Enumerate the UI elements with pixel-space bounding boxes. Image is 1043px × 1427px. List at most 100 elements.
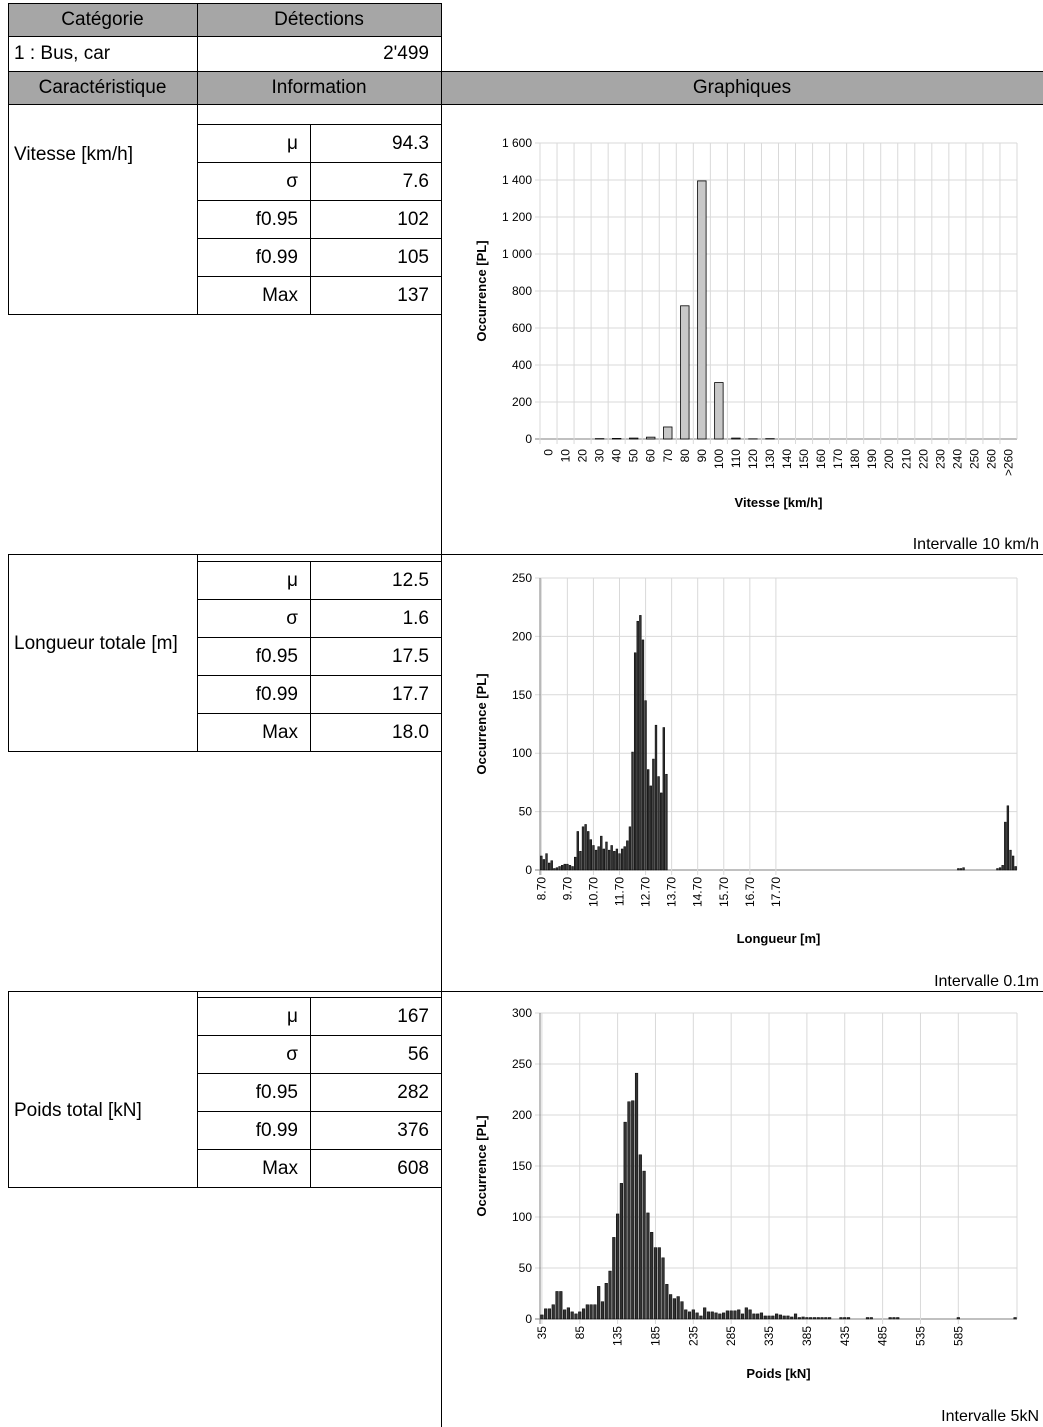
bar xyxy=(737,1309,741,1320)
grid-line xyxy=(197,1187,441,1188)
x-tick-label: 13.70 xyxy=(665,877,679,907)
y-tick-label: 1 200 xyxy=(502,210,532,224)
bar xyxy=(642,1170,646,1320)
grid-line xyxy=(197,751,441,752)
bar xyxy=(547,1308,552,1320)
bar xyxy=(786,1315,790,1320)
section-speed-label: Vitesse [km/h] xyxy=(14,143,133,165)
bar xyxy=(1013,1317,1017,1320)
x-tick-label: 335 xyxy=(762,1326,776,1346)
x-tick-label: 535 xyxy=(913,1326,927,1346)
bar xyxy=(672,1298,676,1320)
bar xyxy=(587,831,590,871)
bar xyxy=(957,868,960,871)
y-tick-label: 150 xyxy=(512,1159,532,1173)
x-tick-label: 10 xyxy=(559,449,573,463)
stat-label: f0.99 xyxy=(255,246,298,268)
bar xyxy=(559,1291,563,1320)
grid-line xyxy=(197,991,198,1187)
grid-line xyxy=(197,1149,441,1150)
y-tick-label: 300 xyxy=(512,1006,532,1020)
bar xyxy=(816,1317,820,1320)
bar xyxy=(571,866,574,871)
x-tick-label: 10.70 xyxy=(586,877,600,907)
stat-label: σ xyxy=(286,170,298,192)
bar xyxy=(824,1317,828,1320)
grid-line xyxy=(310,997,311,1187)
bar xyxy=(612,1237,616,1320)
bar xyxy=(641,639,645,871)
bar xyxy=(782,1315,786,1320)
bar xyxy=(634,1072,639,1320)
bar xyxy=(809,1317,813,1320)
stat-value: 105 xyxy=(397,246,429,268)
bar xyxy=(600,835,603,871)
bar xyxy=(578,1311,582,1320)
bar xyxy=(602,848,606,871)
bar xyxy=(759,1312,764,1320)
y-tick-label: 200 xyxy=(512,395,532,409)
grid-line xyxy=(8,554,9,751)
stat-value: 12.5 xyxy=(392,569,429,591)
bar xyxy=(676,1296,680,1320)
bar xyxy=(820,1317,824,1320)
bar xyxy=(680,305,690,440)
stat-label: f0.95 xyxy=(255,645,298,667)
bar xyxy=(646,436,656,440)
bar xyxy=(576,831,579,871)
bar xyxy=(615,848,619,871)
bar xyxy=(610,845,613,871)
x-tick-label: 50 xyxy=(627,449,641,463)
x-tick-label: 14.70 xyxy=(691,877,705,907)
bar xyxy=(647,769,650,871)
bar xyxy=(669,1294,673,1320)
x-tick-label: 135 xyxy=(611,1326,625,1346)
bar xyxy=(710,1311,714,1320)
bar xyxy=(892,1317,896,1320)
y-tick-label: 0 xyxy=(525,863,532,877)
bar xyxy=(542,859,546,871)
bar xyxy=(959,868,963,871)
bar xyxy=(555,1291,559,1320)
grid-line xyxy=(197,599,441,600)
stat-value: 608 xyxy=(397,1157,429,1179)
grid-line xyxy=(8,36,441,37)
x-tick-label: 220 xyxy=(916,449,930,469)
grid-line xyxy=(197,1035,441,1036)
grid-line xyxy=(310,124,311,314)
grid-line xyxy=(197,554,198,751)
bar xyxy=(626,840,629,871)
x-tick-label: 240 xyxy=(950,449,964,469)
x-tick-label: 235 xyxy=(686,1326,700,1346)
x-tick-label: 130 xyxy=(763,449,777,469)
stat-value: 102 xyxy=(397,208,429,230)
bar xyxy=(731,437,741,440)
bar xyxy=(956,1317,960,1320)
x-tick-label: 11.70 xyxy=(613,877,627,906)
bar xyxy=(1001,865,1004,871)
bar xyxy=(540,1314,544,1320)
grid-line xyxy=(8,1187,197,1188)
y-tick-label: 250 xyxy=(512,1057,532,1071)
section-weight-interval: Intervalle 5kN xyxy=(941,1408,1039,1425)
bar xyxy=(1004,821,1007,871)
x-tick-label: 40 xyxy=(610,449,624,463)
bar xyxy=(752,1313,756,1320)
bar xyxy=(585,1304,589,1320)
stat-label: f0.99 xyxy=(255,683,298,705)
bar xyxy=(665,1284,669,1320)
x-tick-label: 35 xyxy=(535,1326,549,1340)
bar xyxy=(568,865,572,871)
bar xyxy=(629,437,639,440)
y-tick-label: 600 xyxy=(512,321,532,335)
y-tick-label: 1 400 xyxy=(502,173,532,187)
bar xyxy=(555,867,559,871)
x-tick-label: 16.70 xyxy=(743,877,757,907)
bar xyxy=(790,1316,794,1320)
bar xyxy=(597,1286,601,1320)
x-tick-label: 100 xyxy=(712,449,726,469)
bar xyxy=(644,700,647,871)
x-tick-label: 110 xyxy=(729,449,743,468)
stat-label: f0.95 xyxy=(255,1081,298,1103)
